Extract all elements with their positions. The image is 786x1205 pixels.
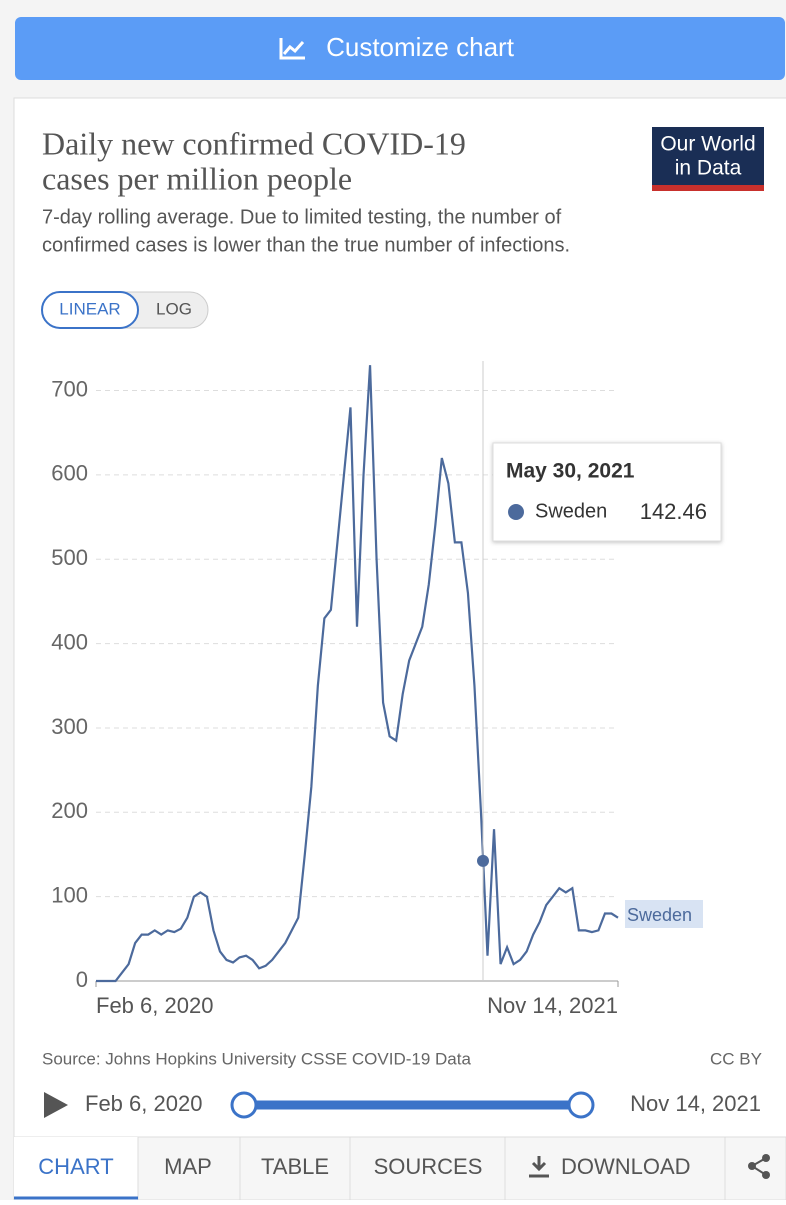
y-tick-label: 100 [51,882,88,907]
label-box [625,900,703,928]
series-line [96,365,619,983]
y-tick-label: 500 [51,545,88,570]
tab[interactable]: MAP [164,1154,212,1179]
log-label[interactable]: LOG [156,299,192,318]
tab[interactable]: TABLE [261,1154,329,1179]
tooltip-value: 142.46 [640,499,707,524]
timeline-handle[interactable] [567,1091,595,1119]
tab-bar [137,1136,786,1201]
timeline-handle[interactable] [230,1091,258,1119]
license: CC BY [710,1049,762,1068]
card [13,97,786,1205]
timeline-start: Feb 6, 2020 [85,1091,202,1116]
y-tick-label: 200 [51,798,88,823]
y-tick-label: 300 [51,714,88,739]
logo-bg [652,127,764,191]
share-icon[interactable] [748,1154,770,1179]
logo-bar [652,185,764,191]
tab[interactable]: CHART [38,1154,113,1179]
tab-active [14,1137,138,1200]
chart-subtitle: confirmed cases is lower than the true n… [42,234,570,256]
chart-title: Daily new confirmed COVID-19 [42,125,466,161]
hover-point [477,854,489,867]
tooltip [492,442,722,542]
linear-button[interactable] [41,291,139,329]
play-button[interactable] [44,1092,68,1118]
logo[interactable]: Our World in Data [652,127,764,191]
logo-text: Our World [660,133,755,156]
source: Source: Johns Hopkins University CSSE CO… [42,1049,471,1068]
tab[interactable]: DOWNLOAD [561,1154,691,1179]
chart-icon [279,38,305,60]
chart-subtitle: 7-day rolling average. Due to limited te… [42,206,562,228]
series-label: Sweden [627,905,692,925]
tab[interactable]: SOURCES [374,1154,483,1179]
tooltip-series: Sweden [535,500,607,522]
linear-label[interactable]: LINEAR [59,299,120,318]
download-icon [529,1156,549,1178]
button-bg [15,17,785,80]
button-label: Customize chart [326,32,515,62]
timeline-end: Nov 14, 2021 [630,1091,761,1116]
chart-title: cases per million people [42,160,352,196]
tooltip-date: May 30, 2021 [506,460,635,483]
plot-area: 0 100 200 300 400 500 600 700 Feb 6, 2020 Nov 14,… [51,361,722,1018]
tooltip-swatch [508,504,524,520]
y-tick-label: 700 [51,376,88,401]
share-line [750,1157,767,1176]
y-tick-label: 400 [51,629,88,654]
x-tick-label: Nov 14, 2021 [487,993,618,1018]
logo-text: in Data [675,157,742,180]
x-tick-label: Feb 6, 2020 [96,993,213,1018]
customize-button[interactable]: Customize chart [15,17,785,80]
y-tick-label: 0 [76,967,88,992]
y-tick-label: 600 [51,461,88,486]
